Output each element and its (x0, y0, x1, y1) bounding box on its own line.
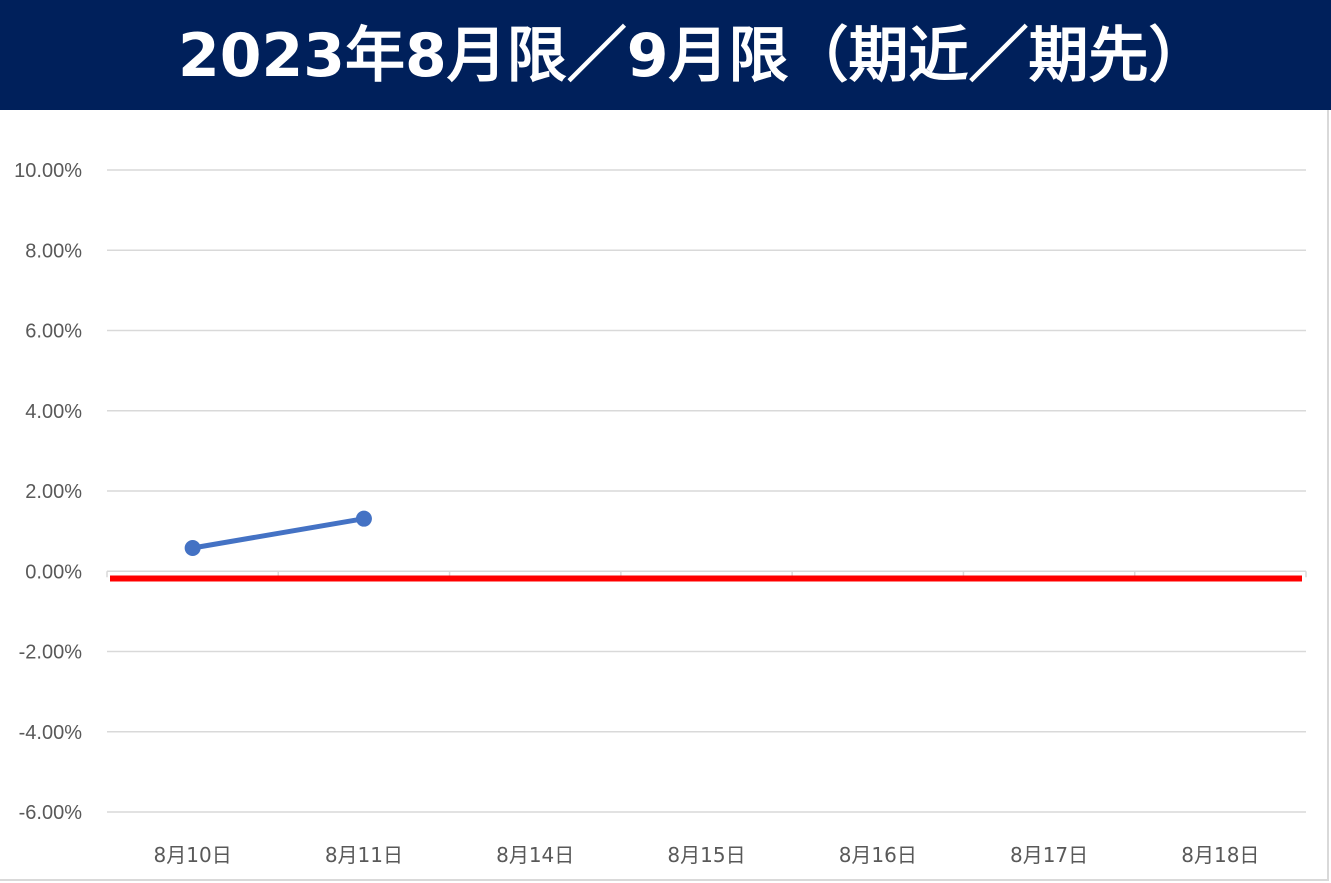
chart-frame (0, 110, 1329, 881)
x-tick-label: 8月17日 (1010, 843, 1088, 867)
y-axis-tick-labels: -6.00% -4.00% -2.00% 0.00% 2.00% 4.00% 6.00% 8.… (14, 160, 82, 824)
x-axis (106, 570, 1307, 578)
x-tick-label: 8月18日 (1181, 843, 1259, 867)
y-tick-label: 4.00% (25, 401, 82, 423)
chart-title: 2023年8月限／9月限（期近／期先） (178, 21, 1209, 91)
y-tick-label: 0.00% (25, 561, 82, 583)
chart-title-banner: 2023年8月限／9月限（期近／期先） (0, 0, 1331, 110)
y-tick-label: -4.00% (19, 722, 83, 744)
gridlines (107, 169, 1306, 813)
y-tick-label: 6.00% (25, 321, 82, 343)
series-line (190, 516, 367, 551)
x-tick-label: 8月10日 (154, 843, 232, 867)
data-point (355, 510, 372, 527)
data-point (184, 539, 201, 556)
x-tick-label: 8月16日 (839, 843, 917, 867)
x-tick-label: 8月14日 (496, 843, 574, 867)
x-axis-tick-labels: 8月10日 8月11日 8月14日 8月15日 8月16日 8月17日 8月18日 (154, 843, 1260, 867)
y-tick-label: -6.00% (19, 802, 83, 824)
y-tick-label: -2.00% (19, 642, 83, 664)
y-tick-label: 10.00% (14, 160, 82, 182)
series (184, 510, 372, 556)
y-tick-label: 2.00% (25, 481, 82, 503)
y-tick-label: 8.00% (25, 240, 82, 262)
x-tick-label: 8月15日 (667, 843, 745, 867)
x-tick-label: 8月11日 (325, 843, 403, 867)
